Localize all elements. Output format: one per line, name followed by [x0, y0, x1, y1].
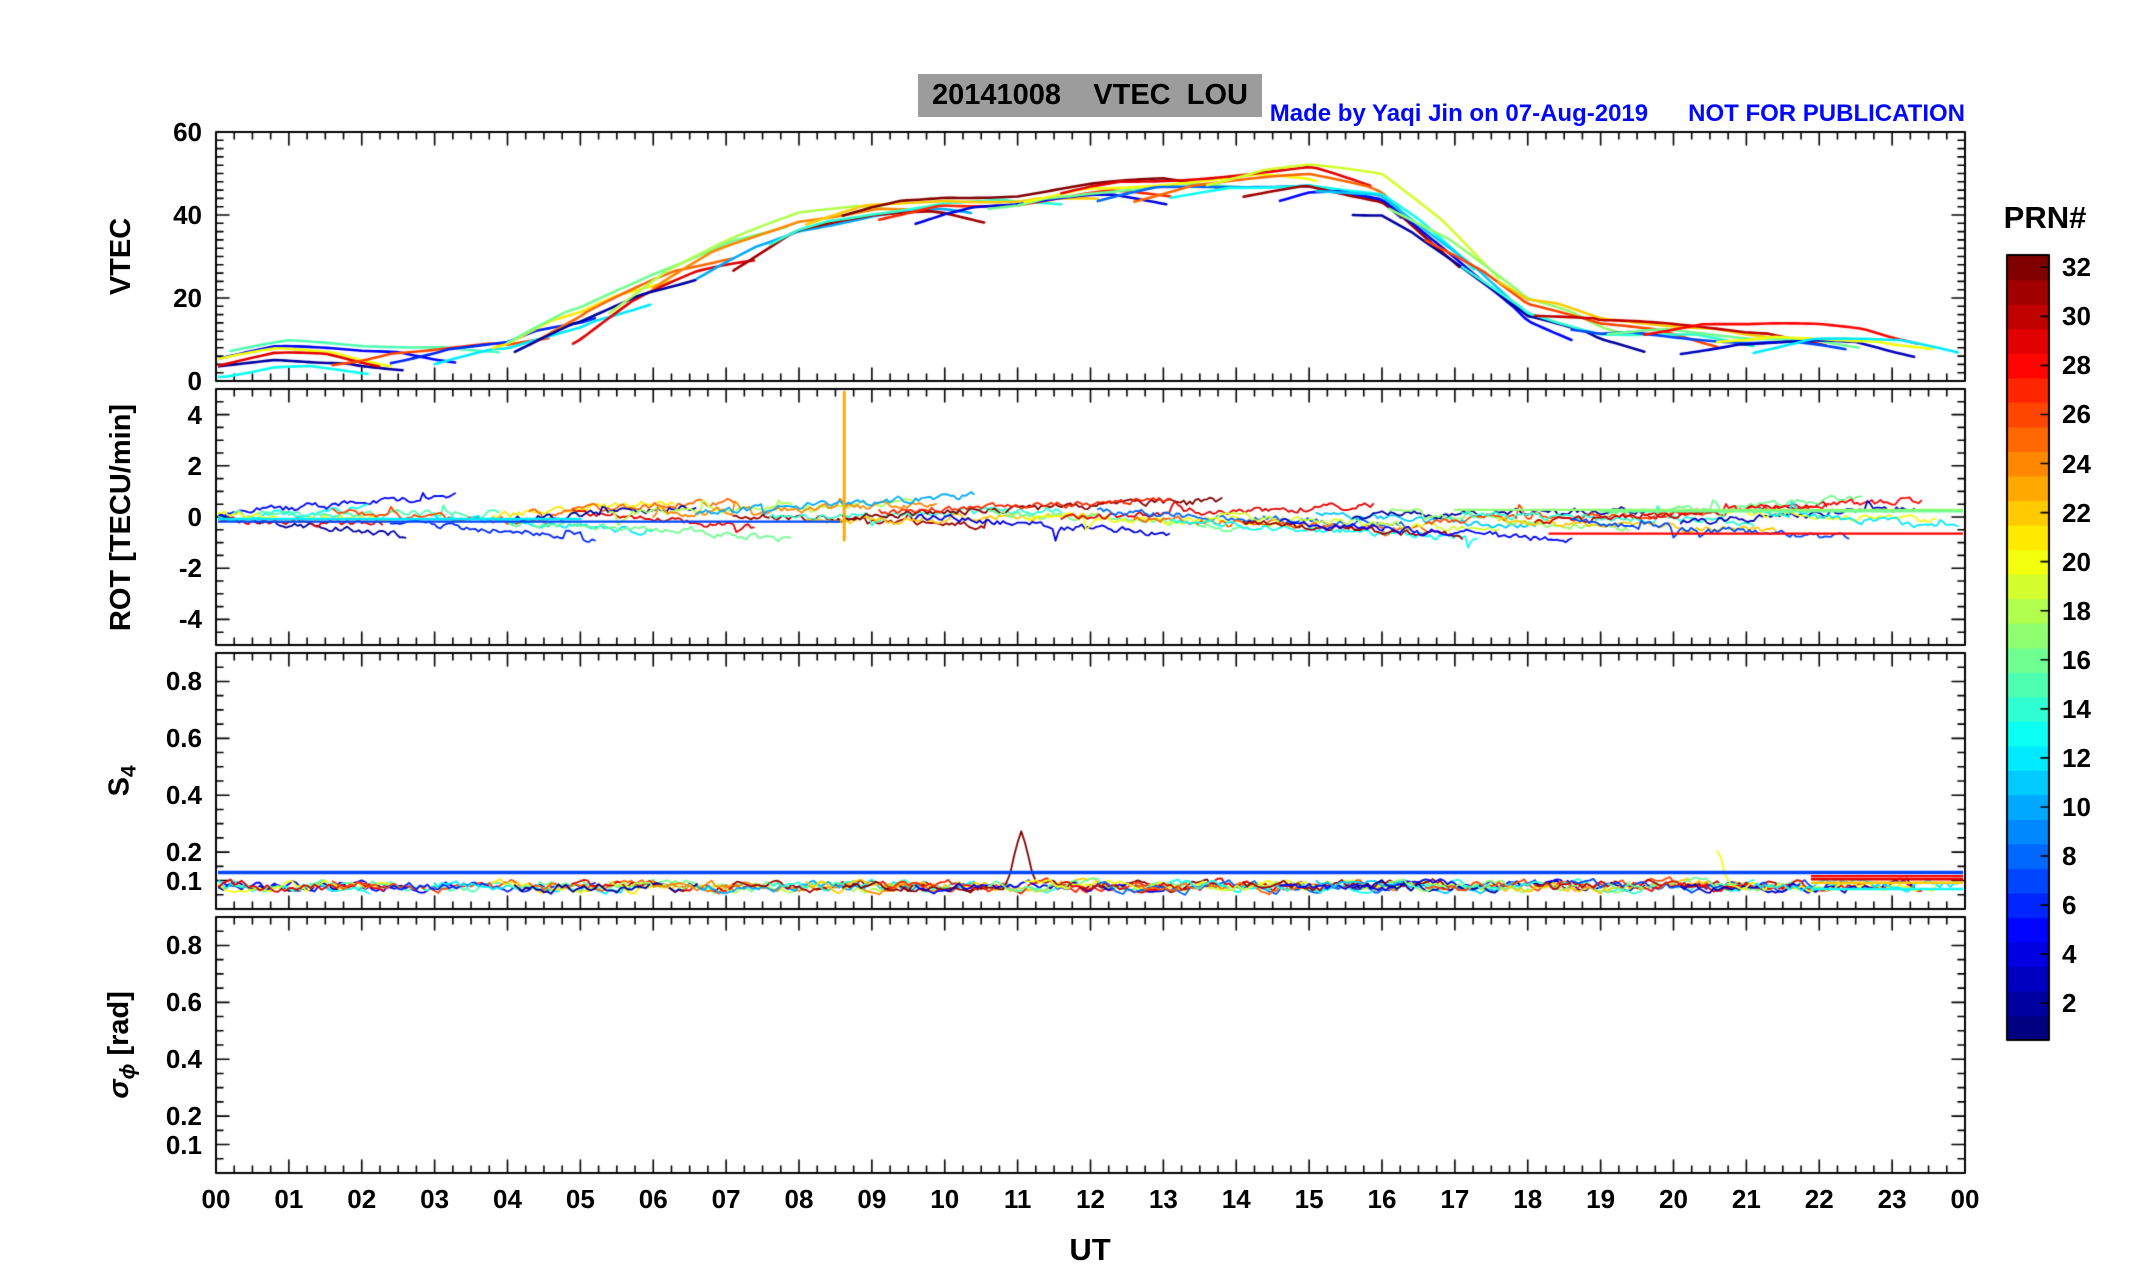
colorbar-tick-label: 28 — [2062, 350, 2091, 381]
colorbar-tick-label: 22 — [2062, 497, 2091, 528]
y-tick-label: 20 — [173, 283, 202, 313]
x-tick-label: 18 — [1513, 1184, 1543, 1214]
y-tick-label: 40 — [173, 200, 202, 230]
x-tick-label: 13 — [1148, 1184, 1178, 1214]
colorbar-tick-label: 30 — [2062, 301, 2091, 332]
x-tick-label: 21 — [1731, 1184, 1761, 1214]
x-tick-label: 01 — [274, 1184, 304, 1214]
x-axis-label: UT — [1069, 1232, 1111, 1267]
colorbar-tick-label: 8 — [2062, 841, 2077, 872]
y-axis-label-s4-sub: 4 — [116, 765, 140, 778]
x-tick-label: 17 — [1440, 1184, 1470, 1214]
y-tick-label: 0.2 — [165, 1101, 202, 1132]
y-tick-label: 0.1 — [165, 1129, 202, 1160]
y-axis-label-sigma: σ — [103, 1079, 136, 1099]
x-tick-label: 02 — [347, 1184, 377, 1214]
y-tick-label: 0.2 — [165, 837, 202, 868]
y-tick-label: 0.8 — [165, 930, 202, 961]
y-tick-label: 4 — [187, 399, 202, 430]
x-tick-label: 00 — [1950, 1184, 1980, 1214]
y-tick-label: -4 — [178, 604, 202, 635]
x-tick-label: 16 — [1367, 1184, 1397, 1214]
y-tick-label: 0.8 — [165, 666, 202, 697]
colorbar-tick-label: 24 — [2062, 448, 2091, 479]
x-tick-label: 06 — [638, 1184, 668, 1214]
x-tick-label: 08 — [784, 1184, 814, 1214]
colorbar-title: PRN# — [2003, 200, 2087, 235]
x-tick-label: 00 — [201, 1184, 231, 1214]
y-tick-label: 0.1 — [165, 865, 202, 896]
y-tick-label: 0 — [187, 502, 202, 532]
y-tick-label: 2 — [187, 450, 202, 481]
colorbar-tick-label: 20 — [2062, 546, 2091, 577]
y-axis-label-vtec: VTEC — [100, 132, 144, 381]
x-tick-label: 10 — [930, 1184, 960, 1214]
y-tick-label: 0 — [187, 366, 202, 396]
x-tick-label: 03 — [420, 1184, 450, 1214]
plot-title: 20141008 VTEC LOU — [918, 74, 1262, 117]
x-tick-label: 23 — [1877, 1184, 1907, 1214]
colorbar-tick-label: 16 — [2062, 644, 2091, 675]
y-tick-label: 0.6 — [165, 723, 202, 754]
x-tick-label: 04 — [493, 1184, 522, 1214]
colorbar-tick-label: 2 — [2062, 988, 2077, 1019]
y-tick-label: 0.6 — [165, 987, 202, 1018]
colorbar-tick-label: 6 — [2062, 890, 2077, 921]
x-tick-label: 14 — [1221, 1184, 1251, 1214]
x-tick-label: 12 — [1076, 1184, 1105, 1214]
x-tick-label: 15 — [1294, 1184, 1324, 1214]
x-tick-label: 20 — [1659, 1184, 1688, 1214]
x-tick-label: 19 — [1586, 1184, 1616, 1214]
y-tick-label: 0.4 — [165, 1044, 202, 1075]
x-tick-label: 22 — [1804, 1184, 1834, 1214]
colorbar-tick-label: 14 — [2062, 693, 2091, 724]
colorbar-tick-label: 26 — [2062, 399, 2091, 430]
x-tick-label: 05 — [565, 1184, 595, 1214]
colorbar-tick-label: 10 — [2062, 791, 2091, 822]
x-tick-label: 09 — [857, 1184, 887, 1214]
y-tick-label: -2 — [178, 553, 202, 584]
colorbar-tick-label: 32 — [2062, 252, 2091, 283]
x-tick-label: 11 — [1003, 1184, 1032, 1214]
colorbar-tick-label: 4 — [2062, 939, 2077, 970]
x-tick-label: 07 — [711, 1184, 741, 1214]
y-tick-label: 60 — [173, 117, 202, 147]
colorbar-tick-label: 12 — [2062, 742, 2091, 773]
watermark-text: Made by Yaqi Jin on 07-Aug-2019 NOT FOR … — [1269, 100, 1965, 127]
colorbar-tick-label: 18 — [2062, 595, 2091, 626]
y-tick-label: 0.4 — [165, 780, 202, 811]
